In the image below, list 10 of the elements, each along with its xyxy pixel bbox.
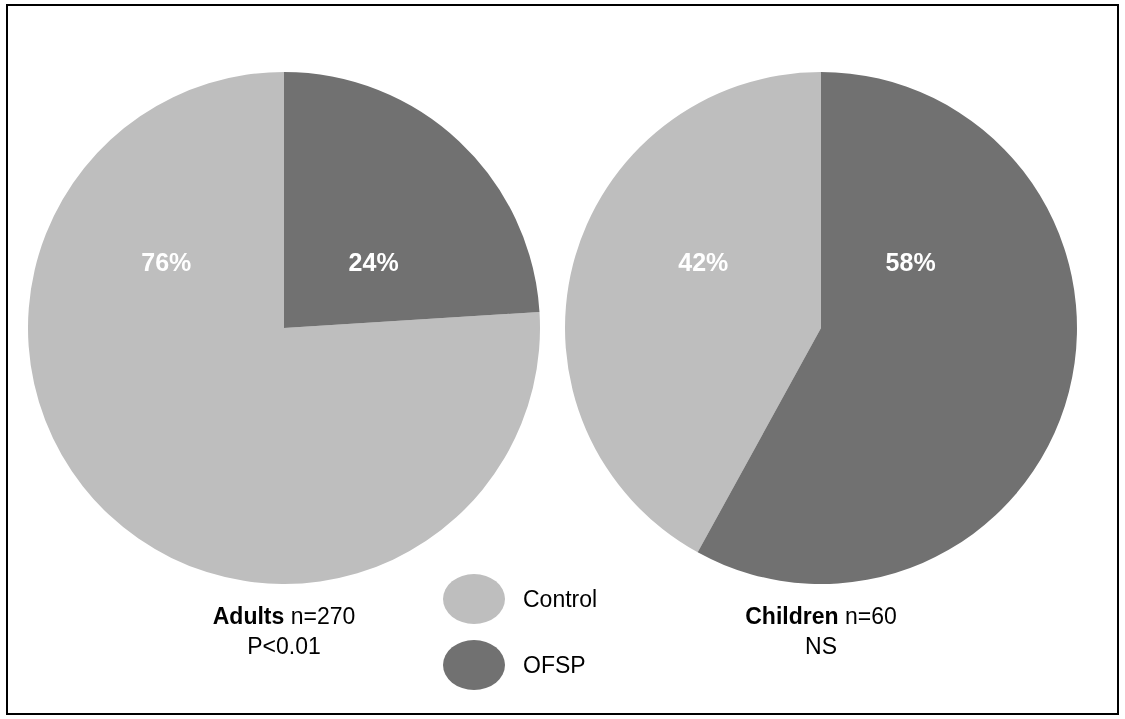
data-label: 58% [885, 247, 936, 276]
data-label: 76% [141, 247, 192, 276]
legend-label: OFSP [523, 651, 586, 679]
data-label: 42% [678, 247, 729, 276]
text: P<0.01 [247, 633, 321, 659]
data-label: 24% [348, 247, 399, 276]
text: Children n=60 [745, 603, 897, 629]
text: NS [805, 633, 837, 659]
text: Adults n=270 [212, 603, 356, 629]
legend-label: Control [523, 585, 598, 613]
